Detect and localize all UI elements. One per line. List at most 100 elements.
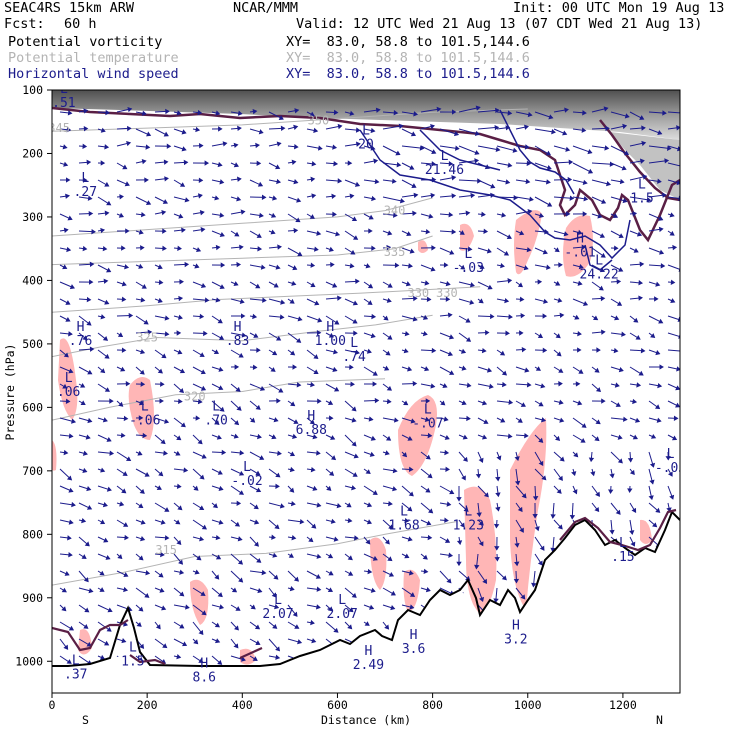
wind-vector-head [87,417,93,424]
wind-vector-head [215,534,221,541]
x-tick-label: 1200 [609,698,637,712]
wind-vector [667,264,680,270]
wind-vector-head [618,233,624,239]
wind-vector-head [176,110,182,116]
wind-vector-head [609,529,615,535]
field-wind-xy: XY= 83.0, 58.8 to 101.5,144.6 [286,66,530,82]
wind-vector-head [490,192,495,199]
wind-vector-head [200,282,207,289]
wind-vector-head [546,164,552,171]
wind-vector-head [275,483,280,489]
wind-vector-head [650,434,657,439]
wind-vector-head [122,471,128,476]
wind-vector-head [370,127,376,134]
wind-vector-head [409,164,415,170]
wind-vector-head [394,262,400,268]
wind-vector-head [461,365,467,371]
wind-vector-head [641,125,646,131]
wind-vector-head [465,210,471,216]
wind-vector-head [82,335,88,341]
wind-vector-head [256,347,261,353]
wind-vector-head [123,522,129,527]
wind-vector-head [139,369,145,375]
wind-vector-head [481,211,486,218]
wind-vector-head [145,200,152,205]
wind-vector-head [470,282,475,288]
wind-vector-head [315,573,321,579]
extrema-value-label: -.05 [655,461,686,476]
wind-vector-head [294,624,300,629]
wind-vector-head [495,146,501,152]
wind-vector-head [217,592,223,598]
wind-vector-head [385,350,391,356]
wind-vector-head [164,176,169,182]
wind-vector-head [558,381,563,387]
wind-vector-head [311,523,317,529]
extrema-value-label: 1.5 [630,191,653,206]
wind-vector-head [310,282,316,288]
wind-vector-head [147,329,153,335]
wind-vector-head [449,370,455,375]
wind-vector-head [599,267,605,273]
wind-vector-head [449,249,455,255]
wind-vector-head [100,127,106,133]
wind-vector-head [506,234,512,240]
wind-vector-head [280,125,286,131]
wind-vector-head [184,261,190,268]
wind-vector-head [216,434,222,440]
wind-vector-head [181,129,187,135]
valid-time: Valid: 12 UTC Wed 21 Aug 13 (07 CDT Wed … [296,16,703,32]
wind-vector-head [517,417,523,423]
wind-vector-head [280,299,286,305]
wind-vector-head [519,330,524,336]
wind-vector-head [524,144,530,150]
wind-vector-head [410,131,417,137]
wind-vector-head [260,264,266,270]
wind-vector-head [368,214,374,220]
wind-vector-head [70,418,77,424]
wind-vector-head [316,553,322,559]
wind-vector-head [483,419,489,424]
wind-vector-head [408,491,414,497]
wind-vector-head [513,195,519,201]
wind-vector-head [146,131,152,137]
wind-vector-head [386,244,392,251]
wind-vector-head [261,569,267,576]
wind-vector-head [520,594,526,600]
wind-vector-head [512,147,518,153]
wind-vector-head [354,535,359,541]
wind-vector-head [594,436,600,442]
wind-vector-head [222,141,228,147]
extrema-value-label: 3.6 [402,642,425,657]
fcst-value: 60 h [64,16,97,32]
wind-vector-head [99,570,105,576]
wind-vector-head [310,466,316,473]
wind-vector-head [297,639,303,645]
wind-vector-head [427,473,433,479]
extrema-value-label: -.01 [564,245,595,260]
wind-vector-head [481,400,488,406]
wind-vector-head [317,145,323,151]
wind-vector-head [355,278,360,284]
wind-vector-head [383,315,389,321]
wind-vector-head [495,476,501,482]
wind-vector-head [537,333,544,339]
wind-vector-head [364,621,370,626]
wind-vector-head [608,489,614,494]
wind-vector-head [291,159,297,165]
wind-vector-head [310,176,316,183]
wind-vector-head [559,312,565,319]
wind-vector [591,162,614,165]
wind-vector-head [177,349,183,355]
wind-vector-head [102,502,108,508]
wind-vector-head [669,494,675,500]
wind-vector-head [649,462,656,468]
wind-vector-head [68,487,74,493]
wind-vector-head [138,400,145,406]
wind-vector-head [488,383,494,389]
wind-vector-head [275,654,281,660]
wind-vector-head [409,604,415,610]
wind-vector-head [234,364,240,370]
wind-vector-head [465,336,472,342]
wind-vector-head [164,507,170,512]
